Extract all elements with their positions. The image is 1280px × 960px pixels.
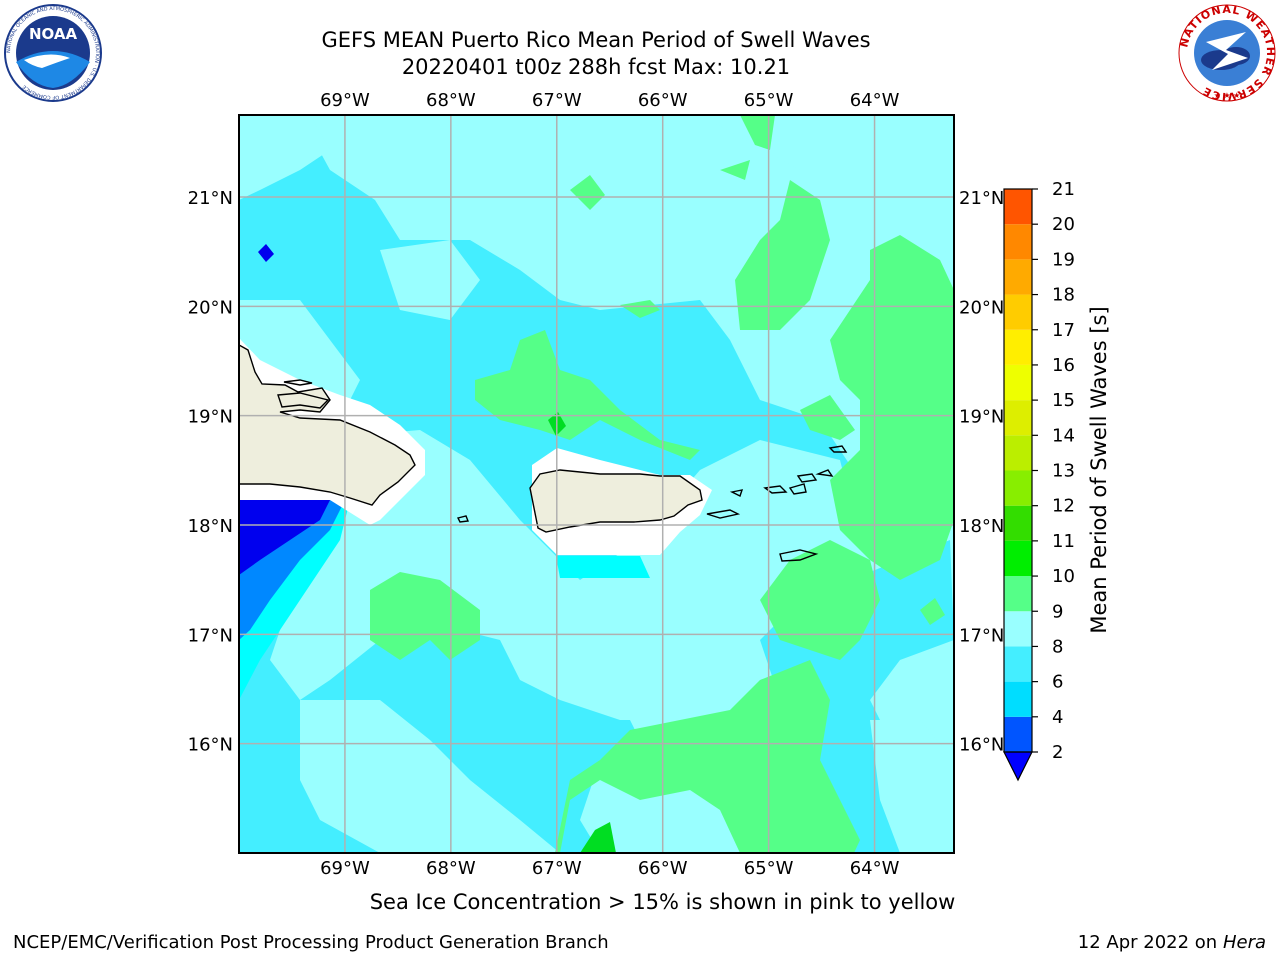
colorbar-segment xyxy=(1004,470,1032,506)
colorbar-tick-label: 8 xyxy=(1052,636,1063,657)
colorbar-tick-label: 17 xyxy=(1052,320,1075,341)
lon-label-top: 64°W xyxy=(850,90,900,111)
sea-ice-note: Sea Ice Concentration > 15% is shown in … xyxy=(369,890,956,914)
colorbar-segment xyxy=(1004,576,1032,612)
colorbar-label: Mean Period of Swell Waves [s] xyxy=(1087,306,1111,633)
colorbar-segment xyxy=(1004,505,1032,541)
colorbar-tick-label: 12 xyxy=(1052,496,1075,517)
colorbar-segment xyxy=(1004,435,1032,471)
colorbar-segment xyxy=(1004,611,1032,647)
graticule xyxy=(239,115,954,853)
lat-label-left: 18°N xyxy=(188,516,233,537)
colorbar-segment xyxy=(1004,329,1032,365)
lat-labels-left: 21°N 20°N 19°N 18°N 17°N 16°N xyxy=(188,188,233,756)
colorbar-tick-label: 20 xyxy=(1052,214,1075,235)
lat-label-right: 17°N xyxy=(959,625,1004,646)
lat-label-right: 20°N xyxy=(959,297,1004,318)
lon-label-bottom: 69°W xyxy=(320,858,370,879)
lon-label-top: 66°W xyxy=(638,90,688,111)
colorbar-segment xyxy=(1004,716,1032,752)
colorbar-tick-label: 18 xyxy=(1052,285,1075,306)
lon-label-bottom: 66°W xyxy=(638,858,688,879)
lon-label-top: 69°W xyxy=(320,90,370,111)
swell-period-field xyxy=(239,115,954,853)
colorbar-tick-label: 21 xyxy=(1052,179,1075,200)
noaa-logo-text: NOAA xyxy=(29,25,78,43)
footer-branch: NCEP/EMC/Verification Post Processing Pr… xyxy=(13,932,609,953)
lat-label-right: 16°N xyxy=(959,735,1004,756)
colorbar-extend-arrow xyxy=(1003,751,1033,782)
lat-label-left: 19°N xyxy=(188,407,233,428)
lon-label-top: 67°W xyxy=(532,90,582,111)
colorbar-segment xyxy=(1004,400,1032,436)
lon-label-bottom: 67°W xyxy=(532,858,582,879)
chart-subtitle: 20220401 t00z 288h fcst Max: 10.21 xyxy=(401,55,791,79)
lon-labels-top: 69°W 68°W 67°W 66°W 65°W 64°W xyxy=(320,90,900,111)
footer-date-text: 12 Apr 2022 on xyxy=(1077,932,1218,953)
colorbar-segment xyxy=(1004,540,1032,577)
colorbar-tick-label: 14 xyxy=(1052,425,1075,446)
lat-label-left: 20°N xyxy=(188,297,233,318)
colorbar-tick-label: 4 xyxy=(1052,707,1063,728)
colorbar-tick-label: 19 xyxy=(1052,249,1075,270)
lat-label-left: 21°N xyxy=(188,188,233,209)
colorbar-segment xyxy=(1004,294,1032,330)
lon-label-bottom: 68°W xyxy=(426,858,476,879)
chart-title: GEFS MEAN Puerto Rico Mean Period of Swe… xyxy=(321,28,871,52)
colorbar-tick-label: 6 xyxy=(1052,672,1063,693)
colorbar-tick-label: 11 xyxy=(1052,531,1075,552)
lon-label-bottom: 64°W xyxy=(850,858,900,879)
colorbar-tick-label: 2 xyxy=(1052,742,1063,763)
lat-label-left: 16°N xyxy=(188,735,233,756)
lat-label-left: 17°N xyxy=(188,625,233,646)
lat-label-right: 18°N xyxy=(959,516,1004,537)
map-frame xyxy=(238,114,955,854)
colorbar-tick-label: 16 xyxy=(1052,355,1075,376)
colorbar-segment xyxy=(1004,224,1032,260)
lat-label-right: 19°N xyxy=(959,407,1004,428)
lon-label-top: 65°W xyxy=(744,90,794,111)
colorbar-tick-label: 10 xyxy=(1052,566,1075,587)
footer-date: 12 Apr 2022 on Hera xyxy=(1078,932,1266,953)
footer-host: Hera xyxy=(1222,932,1266,953)
colorbar-tick-label: 15 xyxy=(1052,390,1075,411)
colorbar-tick-label: 9 xyxy=(1052,601,1063,622)
lat-labels-right: 21°N 20°N 19°N 18°N 17°N 16°N xyxy=(959,188,1004,756)
colorbar-segment xyxy=(1004,189,1032,225)
colorbar-segment xyxy=(1004,681,1032,717)
noaa-logo: NOAA NATIONAL OCEANIC AND ATMOSPHERIC AD… xyxy=(4,4,102,102)
colorbar: 2 4 6 8 9 10 11 12 13 14 15 16 17 18 19 20 21 xyxy=(1003,179,1075,782)
colorbar-segment xyxy=(1004,259,1032,295)
colorbar-tick-label: 13 xyxy=(1052,461,1075,482)
lon-label-bottom: 65°W xyxy=(744,858,794,879)
lon-labels-bottom: 69°W 68°W 67°W 66°W 65°W 64°W xyxy=(320,858,900,879)
svg-text:★ ★ ★: ★ ★ ★ xyxy=(1214,91,1241,100)
nws-logo: NATIONAL WEATHER SERVICE ★ ★ ★ xyxy=(1177,3,1276,103)
colorbar-segment xyxy=(1004,364,1032,401)
colorbar-segment xyxy=(1004,646,1032,682)
lon-label-top: 68°W xyxy=(426,90,476,111)
lat-label-right: 21°N xyxy=(959,188,1004,209)
